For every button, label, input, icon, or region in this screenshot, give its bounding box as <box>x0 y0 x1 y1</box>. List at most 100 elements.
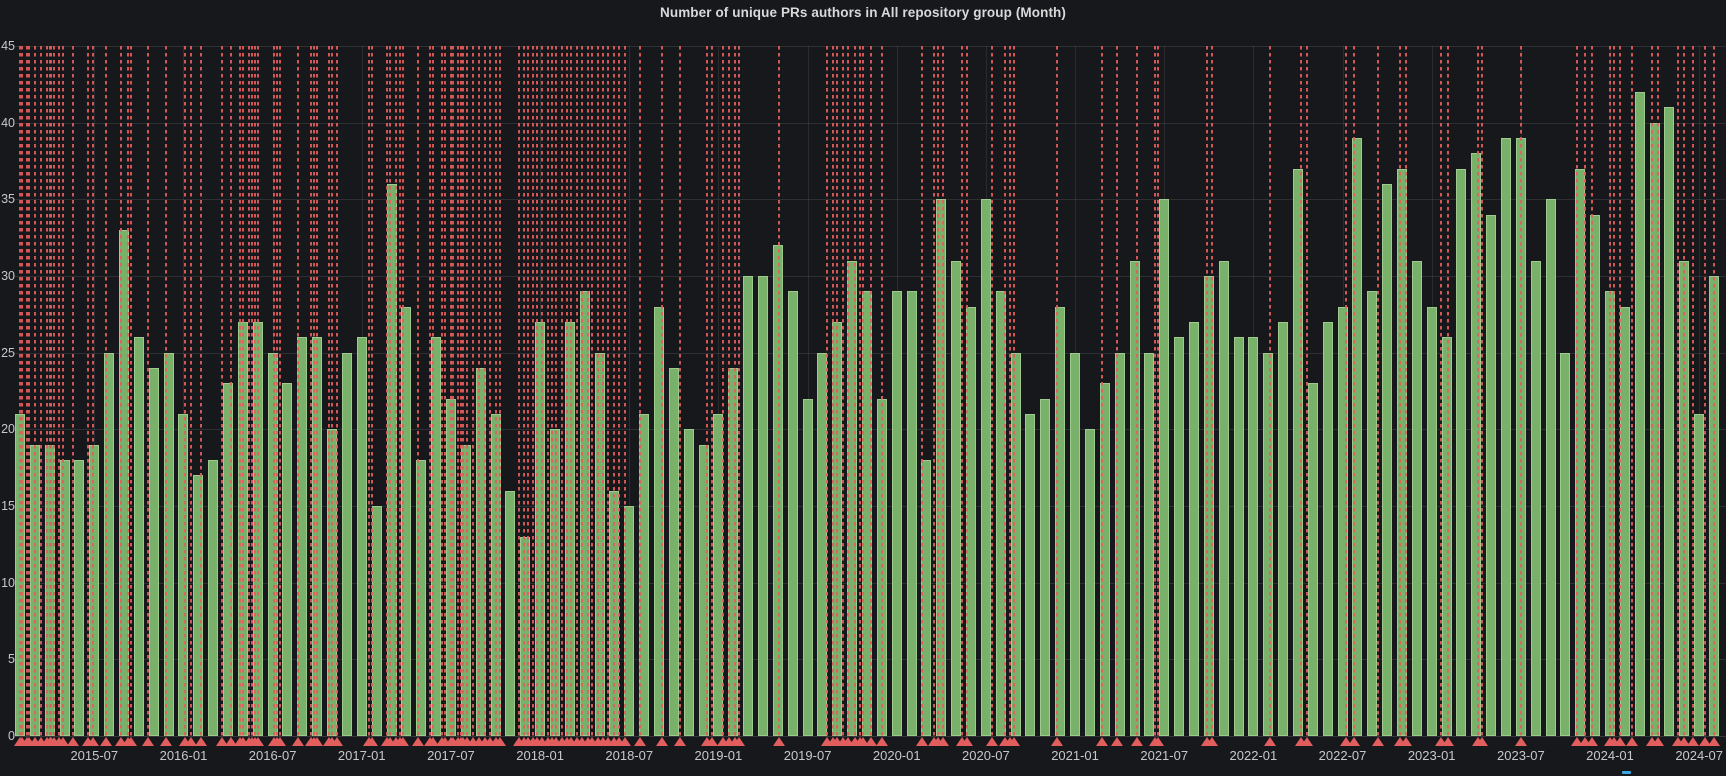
bar-2020-07[interactable] <box>980 199 991 736</box>
bar-2020-01[interactable] <box>891 291 902 736</box>
annotation-marker-icon[interactable] <box>1586 737 1599 746</box>
annotation-marker-icon[interactable] <box>159 737 172 746</box>
bar-2021-02[interactable] <box>1084 429 1095 736</box>
bar-2021-05[interactable] <box>1129 260 1140 736</box>
bar-2020-12[interactable] <box>1055 306 1066 736</box>
bar-2021-09[interactable] <box>1188 322 1199 736</box>
annotation-marker-icon[interactable] <box>875 737 888 746</box>
annotation-marker-icon[interactable] <box>1687 737 1700 746</box>
annotation-marker-icon[interactable] <box>1678 737 1691 746</box>
bar-2021-11[interactable] <box>1218 260 1229 736</box>
annotation-marker-icon[interactable] <box>1051 737 1064 746</box>
bar-2020-05[interactable] <box>951 260 962 736</box>
annotation-marker-icon[interactable] <box>773 737 786 746</box>
annotation-marker-icon[interactable] <box>274 737 287 746</box>
bar-2019-03[interactable] <box>743 276 754 736</box>
bar-2020-02[interactable] <box>906 291 917 736</box>
annotation-marker-icon[interactable] <box>412 737 425 746</box>
bar-2021-12[interactable] <box>1233 337 1244 736</box>
bar-2021-03[interactable] <box>1099 383 1110 736</box>
bar-2021-01[interactable] <box>1070 352 1081 736</box>
bar-2024-07[interactable] <box>1694 414 1705 736</box>
annotation-marker-icon[interactable] <box>100 737 113 746</box>
annotation-marker-icon[interactable] <box>225 737 237 746</box>
panel-title[interactable]: Number of unique PRs authors in All repo… <box>660 5 1066 20</box>
bar-2015-12[interactable] <box>163 352 174 736</box>
bar-2015-10[interactable] <box>133 337 144 736</box>
bar-2019-05[interactable] <box>772 245 783 736</box>
bar-2017-05[interactable] <box>416 460 427 736</box>
bar-2023-06[interactable] <box>1501 138 1511 736</box>
annotation-marker-icon[interactable] <box>86 737 99 746</box>
annotation-marker-icon[interactable] <box>1708 737 1721 746</box>
annotation-marker-icon[interactable] <box>493 737 506 746</box>
annotation-marker-icon[interactable] <box>1514 737 1527 746</box>
bar-2018-03[interactable] <box>564 322 575 736</box>
annotation-marker-icon[interactable] <box>673 737 686 746</box>
bar-2023-04[interactable] <box>1471 153 1482 736</box>
annotation-marker-icon[interactable] <box>1300 737 1313 746</box>
annotation-marker-icon[interactable] <box>1434 737 1447 746</box>
annotation-marker-icon[interactable] <box>633 737 646 746</box>
bar-2023-10[interactable] <box>1560 352 1571 736</box>
bar-2022-02[interactable] <box>1263 352 1274 736</box>
bar-2019-07[interactable] <box>802 398 813 736</box>
bar-2017-11[interactable] <box>505 490 516 736</box>
bar-2018-12[interactable] <box>698 444 709 736</box>
bar-2021-07[interactable] <box>1159 199 1170 736</box>
bar-2024-05[interactable] <box>1664 107 1675 736</box>
bar-2017-01[interactable] <box>356 337 367 736</box>
bar-2017-04[interactable] <box>401 306 412 736</box>
bar-2023-05[interactable] <box>1486 214 1497 736</box>
annotation-marker-icon[interactable] <box>1476 737 1489 746</box>
annotation-marker-icon[interactable] <box>125 737 138 746</box>
annotation-marker-icon[interactable] <box>618 737 631 746</box>
annotation-marker-icon[interactable] <box>1110 737 1123 746</box>
bar-2024-03[interactable] <box>1634 92 1645 736</box>
annotation-marker-icon[interactable] <box>1699 737 1712 746</box>
bar-2022-06[interactable] <box>1322 322 1333 736</box>
annotation-marker-icon[interactable] <box>1339 737 1352 746</box>
legend-series-indicator[interactable] <box>1622 771 1631 774</box>
annotation-marker-icon[interactable] <box>985 737 998 746</box>
bar-2015-11[interactable] <box>148 368 159 736</box>
annotation-marker-icon[interactable] <box>397 737 410 746</box>
bar-2022-05[interactable] <box>1307 383 1318 736</box>
annotation-marker-icon[interactable] <box>856 737 869 746</box>
bar-2020-10[interactable] <box>1025 414 1036 736</box>
bar-2022-09[interactable] <box>1367 291 1378 736</box>
bar-2023-09[interactable] <box>1545 199 1556 736</box>
annotation-marker-icon[interactable] <box>1095 737 1108 746</box>
annotation-marker-icon[interactable] <box>141 737 154 746</box>
annotation-marker-icon[interactable] <box>216 737 229 746</box>
bar-2021-08[interactable] <box>1174 337 1185 736</box>
bar-2018-11[interactable] <box>683 429 694 736</box>
bar-2022-08[interactable] <box>1352 138 1363 736</box>
annotation-marker-icon[interactable] <box>251 737 264 746</box>
bar-2016-12[interactable] <box>341 352 352 736</box>
annotation-marker-icon[interactable] <box>936 737 949 746</box>
annotation-marker-icon[interactable] <box>1614 737 1627 746</box>
bar-2018-09[interactable] <box>653 306 664 736</box>
bar-2022-01[interactable] <box>1248 337 1259 736</box>
bar-2021-10[interactable] <box>1203 276 1214 736</box>
annotation-marker-icon[interactable] <box>1008 737 1021 746</box>
bar-2015-07[interactable] <box>89 444 100 736</box>
bar-2024-04[interactable] <box>1649 122 1660 736</box>
annotation-marker-icon[interactable] <box>841 737 854 746</box>
bar-2016-03[interactable] <box>208 460 219 736</box>
annotation-marker-icon[interactable] <box>1571 737 1584 746</box>
bar-2018-01[interactable] <box>535 322 546 736</box>
annotation-marker-icon[interactable] <box>1626 737 1639 746</box>
annotation-marker-icon[interactable] <box>1372 737 1385 746</box>
bar-2016-08[interactable] <box>282 383 293 736</box>
bar-2015-05[interactable] <box>59 460 70 736</box>
annotation-marker-icon[interactable] <box>1131 737 1144 746</box>
annotation-marker-icon[interactable] <box>960 737 973 746</box>
bar-2022-03[interactable] <box>1278 322 1289 736</box>
annotation-marker-icon[interactable] <box>1205 737 1218 746</box>
annotation-marker-icon[interactable] <box>67 737 80 746</box>
annotation-marker-icon[interactable] <box>311 737 324 746</box>
annotation-marker-icon[interactable] <box>195 737 208 746</box>
bar-2018-10[interactable] <box>668 368 679 736</box>
